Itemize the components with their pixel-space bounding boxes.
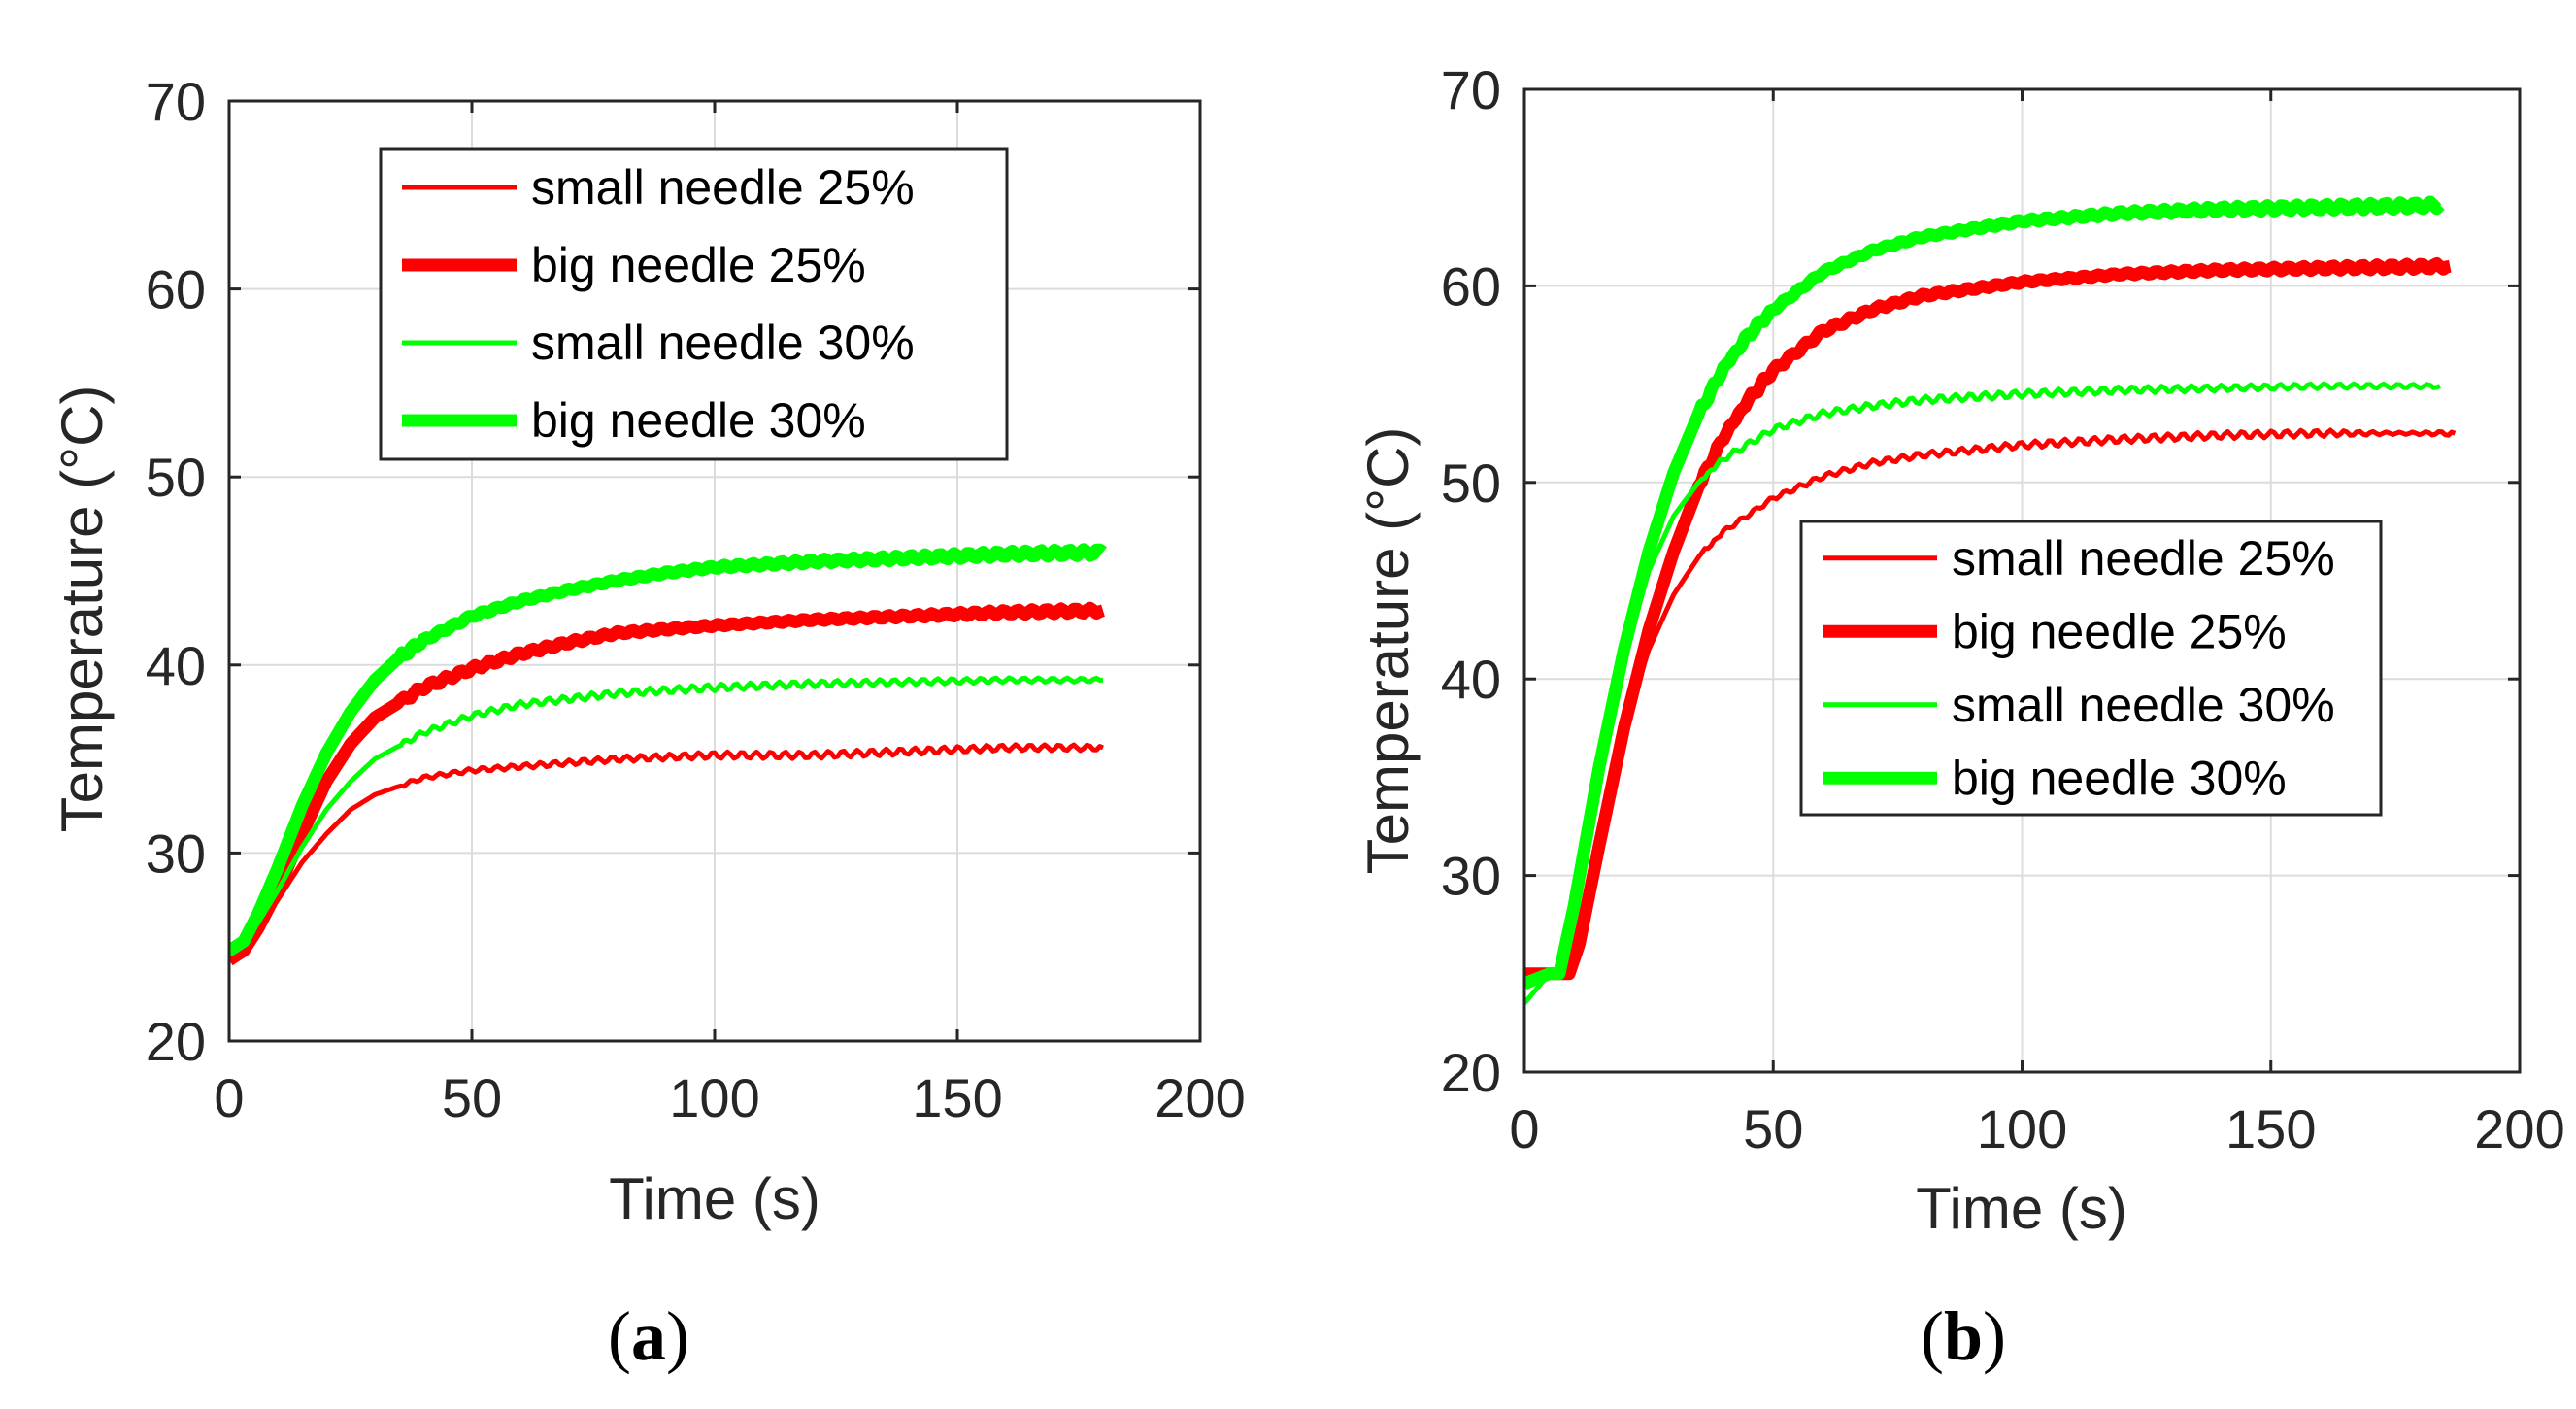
chart-a-x-tick-label: 0 [214, 1067, 244, 1128]
chart-a-caption: (a) [608, 1297, 689, 1375]
chart-a-y-axis-label: Temperature (°C) [50, 386, 115, 833]
chart-a-legend-label: small needle 25% [531, 160, 915, 215]
chart-b-y-tick-label: 40 [1441, 649, 1501, 710]
chart-a-x-tick-label: 50 [442, 1067, 502, 1128]
chart-a-legend-label: small needle 30% [531, 316, 915, 370]
chart-a-y-tick-label: 30 [146, 822, 206, 884]
chart-a-y-tick-label: 20 [146, 1011, 206, 1072]
chart-a-x-tick-label: 150 [912, 1067, 1002, 1128]
chart-a-x-tick-label: 200 [1154, 1067, 1245, 1128]
chart-b-caption: (b) [1921, 1297, 2006, 1375]
chart-a-legend-box [379, 147, 1009, 461]
chart-b-legend-box [1799, 520, 2383, 817]
chart-b: 0 50 100 150 200 20 30 40 50 60 70 Time (s) Temperat… [1355, 59, 2565, 1375]
chart-b-y-tick-label: 20 [1441, 1042, 1501, 1103]
chart-b-y-tick-label: 30 [1441, 846, 1501, 907]
chart-a: 0 50 100 150 200 20 30 40 50 60 70 Time (s) Temperat… [50, 71, 1246, 1375]
chart-a-x-axis-label: Time (s) [609, 1166, 820, 1231]
chart-b-caption-letter: b [1944, 1297, 1983, 1375]
chart-a-series-small-needle-25 [229, 742, 1104, 958]
chart-a-legend-label: big needle 25% [531, 238, 866, 292]
chart-a-legend-label: big needle 30% [531, 393, 866, 448]
chart-b-legend-label: small needle 30% [1952, 678, 2335, 732]
chart-b-legend-label: big needle 30% [1952, 751, 2287, 805]
chart-a-legend: small needle 25% big needle 25% small need… [379, 147, 1009, 461]
chart-b-series-big-needle-30 [1524, 195, 2445, 990]
chart-a-caption-close: ) [666, 1297, 689, 1375]
chart-b-caption-close: ) [1983, 1297, 2006, 1375]
chart-b-caption-open: ( [1921, 1297, 1944, 1375]
chart-b-x-tick-label: 200 [2474, 1098, 2564, 1159]
chart-b-series-group [1524, 195, 2457, 1005]
chart-b-x-tick-label: 150 [2225, 1098, 2316, 1159]
chart-b-y-axis-label: Temperature (°C) [1355, 427, 1421, 875]
chart-a-y-tick-label: 70 [146, 71, 206, 132]
chart-a-y-tick-label: 50 [146, 447, 206, 508]
chart-a-y-tick-label: 40 [146, 635, 206, 696]
chart-a-y-tick-label: 60 [146, 259, 206, 320]
chart-a-series-group [229, 543, 1107, 966]
chart-b-x-axis-label: Time (s) [1916, 1176, 2127, 1241]
chart-b-legend: small needle 25% big needle 25% small need… [1799, 520, 2383, 817]
chart-b-series-big-needle-25 [1524, 257, 2454, 981]
chart-b-legend-label: small needle 25% [1952, 531, 2335, 586]
chart-a-series-big-needle-25 [229, 601, 1107, 966]
chart-b-legend-label: big needle 25% [1952, 604, 2287, 658]
chart-a-caption-open: ( [608, 1297, 631, 1375]
chart-a-series-small-needle-30 [229, 675, 1104, 956]
chart-b-series-small-needle-25 [1524, 427, 2457, 977]
chart-a-series-big-needle-30 [229, 543, 1107, 956]
chart-b-y-tick-label: 50 [1441, 453, 1501, 514]
chart-b-x-tick-label: 0 [1509, 1098, 1539, 1159]
chart-b-y-tick-label: 70 [1441, 59, 1501, 120]
chart-b-series-small-needle-30 [1524, 381, 2441, 1005]
chart-a-caption-letter: a [631, 1297, 666, 1375]
chart-b-y-tick-label: 60 [1441, 255, 1501, 317]
chart-b-x-tick-label: 100 [1977, 1098, 2067, 1159]
chart-a-x-tick-label: 100 [669, 1067, 759, 1128]
chart-b-x-tick-label: 50 [1743, 1098, 1803, 1159]
